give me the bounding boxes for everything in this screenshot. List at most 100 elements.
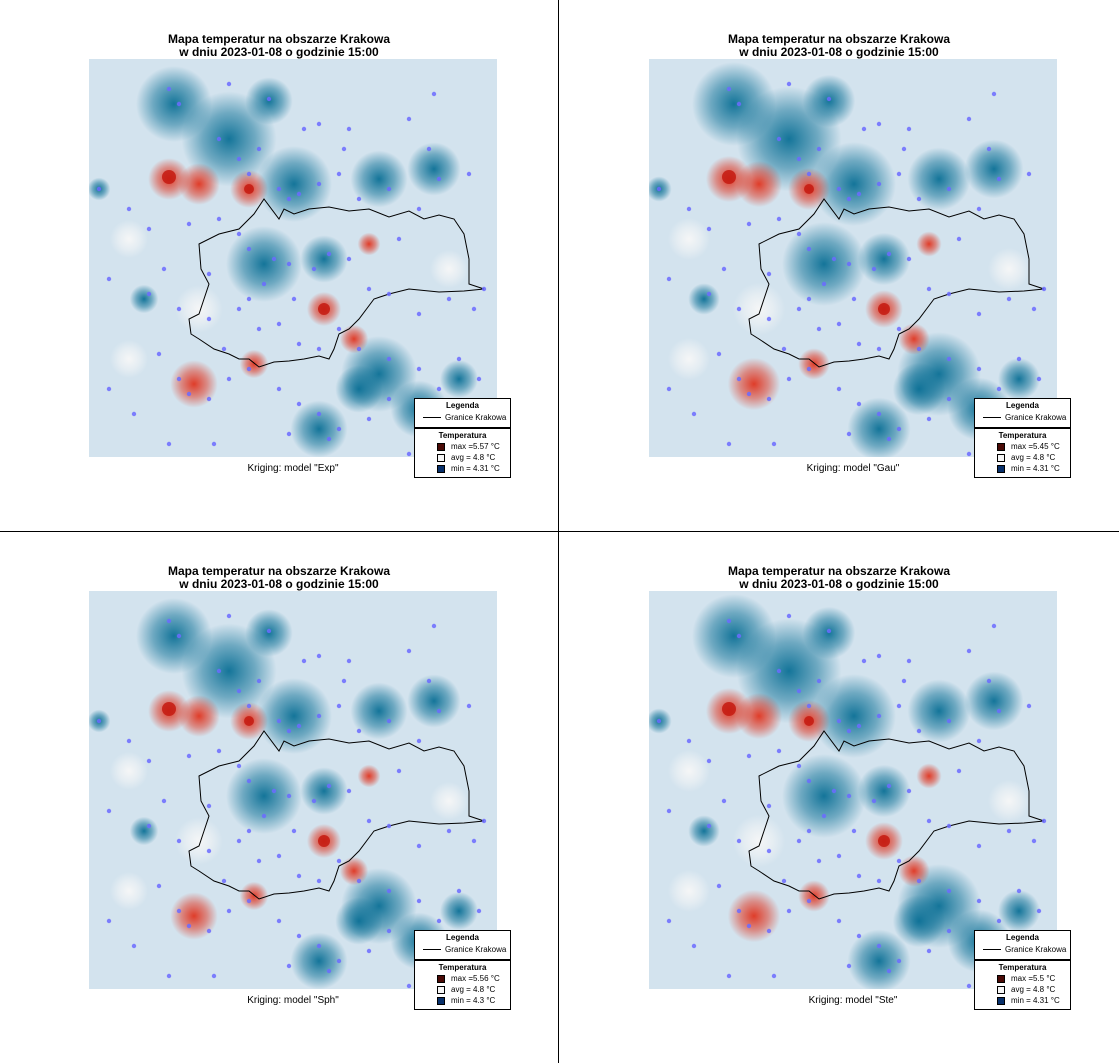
station-point — [206, 928, 212, 934]
station-point — [901, 146, 907, 152]
station-point — [476, 908, 482, 914]
cold-zone — [290, 932, 348, 989]
station-point — [161, 266, 167, 272]
station-point — [726, 618, 732, 624]
station-point — [146, 291, 152, 297]
map-title-line2: w dniu 2023-01-08 o godzinie 15:00 — [179, 45, 379, 59]
station-point — [856, 933, 862, 939]
station-point — [336, 858, 342, 864]
station-point — [886, 251, 892, 257]
warm-zone — [798, 880, 830, 912]
station-point — [406, 983, 412, 989]
hot-core — [162, 702, 176, 716]
station-point — [431, 623, 437, 629]
station-point — [956, 236, 962, 242]
station-point — [286, 196, 292, 202]
station-point — [826, 628, 832, 634]
cold-zone — [335, 365, 383, 413]
station-point — [666, 386, 672, 392]
station-point — [876, 878, 882, 884]
boundary-line-icon — [983, 417, 1001, 418]
station-point — [916, 346, 922, 352]
warm-zone — [898, 855, 930, 887]
neutral-zone — [668, 870, 710, 912]
max-value: 5.45 °C — [1033, 442, 1060, 451]
station-point — [131, 411, 137, 417]
model-caption: Kriging: model "Exp" — [247, 463, 339, 474]
neutral-zone — [175, 285, 223, 333]
station-point — [316, 653, 322, 659]
model-caption: Kriging: model "Gau" — [806, 463, 900, 474]
legend-box: Legenda Granice Krakowa — [414, 398, 511, 428]
station-point — [396, 236, 402, 242]
neutral-zone — [732, 282, 786, 336]
station-point — [766, 848, 772, 854]
hot-core — [318, 303, 330, 315]
warm-zone — [178, 163, 220, 205]
station-point — [766, 316, 772, 322]
map-title-line1: Mapa temperatur na obszarze Krakowa — [727, 32, 951, 46]
cold-zone — [300, 235, 348, 283]
warm-zone — [357, 232, 381, 256]
station-point — [786, 908, 792, 914]
hot-core — [318, 835, 330, 847]
station-point — [366, 818, 372, 824]
warm-zone — [239, 881, 269, 911]
station-point — [816, 678, 822, 684]
cold-zone — [857, 232, 911, 286]
station-point — [156, 883, 162, 889]
station-point — [186, 221, 192, 227]
station-point — [716, 883, 722, 889]
avg-swatch-icon — [997, 985, 1005, 994]
station-point — [416, 206, 422, 212]
station-point — [966, 983, 972, 989]
station-point — [296, 401, 302, 407]
station-point — [326, 783, 332, 789]
station-point — [206, 848, 212, 854]
station-point — [806, 703, 812, 709]
boundary-line-icon — [423, 949, 441, 950]
station-point — [256, 678, 262, 684]
station-point — [276, 321, 282, 327]
station-point — [656, 186, 662, 192]
station-point — [721, 798, 727, 804]
station-point — [426, 146, 432, 152]
station-point — [1026, 171, 1032, 177]
cold-zone — [857, 764, 911, 818]
legend-box: Legenda Granice Krakowa — [974, 398, 1071, 428]
station-point — [886, 783, 892, 789]
station-point — [156, 351, 162, 357]
station-point — [276, 186, 282, 192]
station-point — [246, 171, 252, 177]
min-swatch-icon — [437, 996, 445, 1005]
station-point — [356, 728, 362, 734]
station-point — [466, 171, 472, 177]
station-point — [831, 788, 837, 794]
station-point — [996, 918, 1002, 924]
station-point — [176, 376, 182, 382]
cold-zone — [964, 671, 1024, 731]
station-point — [766, 396, 772, 402]
station-point — [876, 181, 882, 187]
station-point — [456, 888, 462, 894]
station-point — [311, 798, 317, 804]
station-point — [236, 156, 242, 162]
station-point — [806, 778, 812, 784]
temperature-legend-title: Temperatura — [438, 431, 487, 440]
station-point — [966, 648, 972, 654]
station-point — [416, 843, 422, 849]
avg-value: 4.8 °C — [1033, 453, 1056, 462]
neutral-zone — [430, 250, 468, 288]
station-point — [1016, 888, 1022, 894]
station-point — [706, 758, 712, 764]
station-point — [176, 908, 182, 914]
station-point — [431, 91, 437, 97]
station-point — [886, 968, 892, 974]
station-point — [216, 216, 222, 222]
temperature-legend-title: Temperatura — [438, 963, 487, 972]
station-point — [926, 818, 932, 824]
station-point — [946, 186, 952, 192]
station-point — [996, 386, 1002, 392]
min-value: 4.31 °C — [1033, 464, 1060, 473]
cold-zone — [847, 929, 911, 989]
